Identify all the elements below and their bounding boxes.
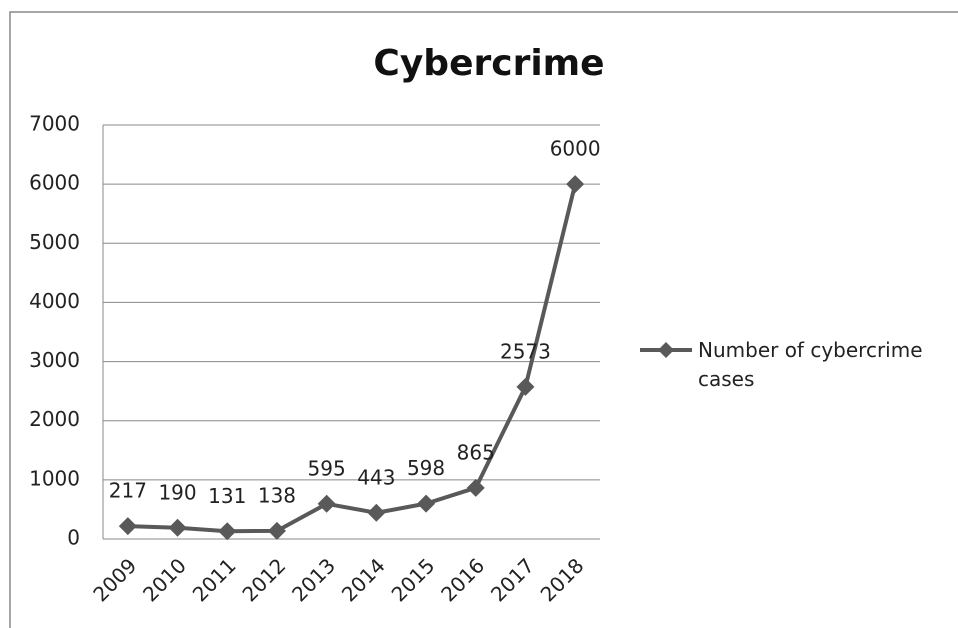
y-tick-label: 5000 <box>29 230 80 254</box>
y-tick-label: 2000 <box>29 407 80 431</box>
x-tick-label: 2016 <box>436 553 489 606</box>
chart-title: Cybercrime <box>373 43 604 84</box>
legend-label: Number of cybercrime cases <box>698 338 923 391</box>
data-label: 138 <box>258 483 296 507</box>
data-label: 865 <box>457 440 495 464</box>
data-label: 598 <box>407 456 445 480</box>
y-tick-label: 1000 <box>29 466 80 490</box>
marker <box>218 522 237 541</box>
data-label: 2573 <box>500 339 551 363</box>
data-label: 190 <box>158 480 196 504</box>
y-tick-label: 7000 <box>29 112 80 136</box>
legend-marker <box>658 342 674 358</box>
marker <box>317 494 336 513</box>
data-label: 6000 <box>550 137 601 161</box>
x-tick-label: 2018 <box>536 553 589 606</box>
marker <box>516 377 535 396</box>
x-tick-label: 2013 <box>287 553 340 606</box>
data-label: 443 <box>357 465 395 489</box>
marker <box>466 478 485 497</box>
x-tick-label: 2014 <box>337 553 390 606</box>
x-tick-label: 2009 <box>88 553 141 606</box>
chart-frame <box>9 11 958 628</box>
marker <box>417 494 436 513</box>
y-tick-label: 6000 <box>29 171 80 195</box>
y-tick-label: 4000 <box>29 289 80 313</box>
marker <box>118 517 137 536</box>
x-tick-label: 2010 <box>138 553 191 606</box>
marker <box>267 521 286 540</box>
x-tick-label: 2012 <box>237 553 290 606</box>
data-label: 131 <box>208 484 246 508</box>
marker <box>566 175 585 194</box>
data-label: 217 <box>109 479 147 503</box>
marker <box>367 503 386 522</box>
x-tick-label: 2011 <box>188 553 241 606</box>
marker <box>168 518 187 537</box>
x-tick-label: 2015 <box>387 553 440 606</box>
line <box>127 183 578 534</box>
y-tick-label: 3000 <box>29 348 80 372</box>
x-tick-label: 2017 <box>486 553 539 606</box>
y-tick-label: 0 <box>67 526 80 550</box>
data-label: 595 <box>308 456 346 480</box>
